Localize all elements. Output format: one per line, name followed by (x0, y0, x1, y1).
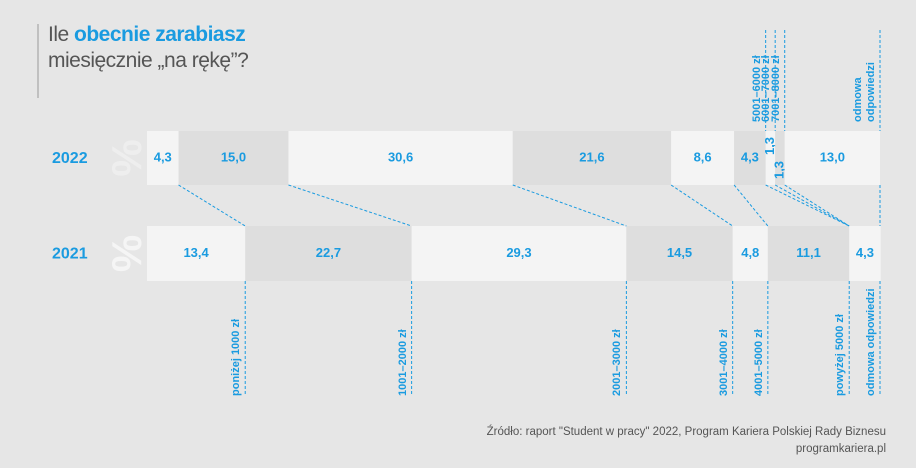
bar-segment (734, 131, 766, 185)
value-label: 4,3 (154, 149, 172, 164)
unit-label: % (103, 235, 150, 272)
chart-title: Ile obecnie zarabiasz miesięcznie „na ręk… (48, 22, 249, 74)
title-highlight: obecnie zarabiasz (74, 23, 246, 46)
bar-segment (765, 131, 776, 185)
bar-segment (147, 226, 246, 281)
bar-segment (411, 226, 627, 281)
value-label: 8,6 (694, 149, 712, 164)
value-label: 11,1 (796, 245, 821, 260)
row-label: 2021 (52, 246, 88, 263)
value-label: 1,3 (762, 137, 777, 155)
value-label: 14,5 (667, 245, 692, 260)
connector (784, 184, 850, 227)
category-label: powyżej 5000 zł (834, 314, 847, 396)
connector (178, 184, 246, 227)
website: programkariera.pl (795, 443, 886, 455)
source: Źródło: raport "Student w pracy" 2022, P… (487, 424, 886, 458)
value-label: 29,3 (506, 245, 531, 260)
bar-segment (775, 131, 785, 185)
connector (765, 184, 850, 227)
value-label: 13,0 (820, 149, 845, 164)
category-label: 2001–3000 zł (611, 329, 624, 396)
connector (774, 184, 850, 227)
bar-segment (147, 131, 179, 185)
bar-segment (626, 226, 733, 281)
value-label: 4,3 (856, 245, 874, 260)
bar-segment (784, 131, 880, 185)
category-label: 7001–8000 zł (769, 55, 782, 122)
category-label: 4001–5000 zł (752, 329, 765, 396)
value-label: 13,4 (183, 245, 209, 260)
title-rest: miesięcznie „na rękę”? (48, 49, 249, 72)
category-label: poniżej 1000 zł (230, 318, 243, 396)
connector (288, 184, 412, 227)
bar-segment (671, 131, 735, 185)
category-label: odmowa odpowiedzi (852, 62, 877, 122)
bar-segment (512, 131, 672, 185)
bar-segment (732, 226, 768, 281)
bar-segment (849, 226, 881, 281)
value-label: 30,6 (388, 149, 413, 164)
category-label: 3001–4000 zł (717, 329, 730, 396)
connector (512, 184, 627, 227)
row-label: 2022 (52, 150, 88, 167)
connector (670, 184, 733, 227)
bar-segment (767, 226, 850, 281)
value-label: 21,6 (579, 149, 604, 164)
category-label: odmowa odpowiedzi (865, 288, 877, 396)
connector (733, 184, 769, 227)
value-label: 22,7 (316, 245, 341, 260)
bar-segment (178, 131, 289, 185)
unit-label: % (103, 139, 150, 176)
value-label: 4,8 (741, 245, 759, 260)
value-label: 1,3 (771, 161, 786, 179)
value-label: 15,0 (221, 149, 246, 164)
bar-segment (245, 226, 412, 281)
source-text: Źródło: raport "Student w pracy" 2022, P… (486, 426, 886, 438)
bar-segment (288, 131, 513, 185)
value-label: 4,3 (741, 149, 759, 164)
category-label: 1001–2000 zł (396, 329, 409, 396)
title-lead: Ile (48, 23, 75, 46)
